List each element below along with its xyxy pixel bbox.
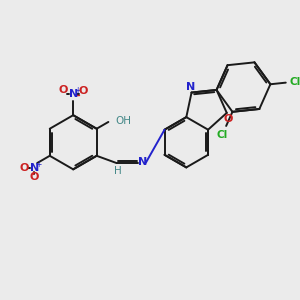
Text: +: + <box>35 160 41 169</box>
Text: Cl: Cl <box>217 130 228 140</box>
Text: O: O <box>78 86 88 96</box>
Text: Cl: Cl <box>290 76 300 87</box>
Text: H: H <box>114 166 122 176</box>
Text: O: O <box>20 163 29 173</box>
Text: N: N <box>186 82 195 92</box>
Text: N: N <box>30 163 39 173</box>
Text: O: O <box>30 172 39 182</box>
Text: N: N <box>69 89 78 99</box>
Text: O: O <box>223 114 232 124</box>
Text: OH: OH <box>115 116 131 126</box>
Text: N: N <box>138 157 147 167</box>
Text: +: + <box>74 85 80 94</box>
Text: O: O <box>59 85 68 95</box>
